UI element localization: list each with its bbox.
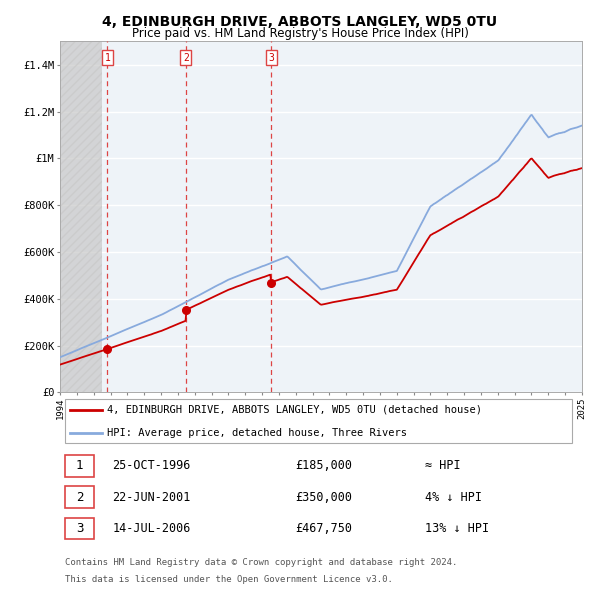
Text: 4% ↓ HPI: 4% ↓ HPI xyxy=(425,490,482,504)
Text: 14-JUL-2006: 14-JUL-2006 xyxy=(112,522,191,535)
Text: 4, EDINBURGH DRIVE, ABBOTS LANGLEY, WD5 0TU (detached house): 4, EDINBURGH DRIVE, ABBOTS LANGLEY, WD5 … xyxy=(107,405,482,415)
Text: 1: 1 xyxy=(104,53,110,63)
Text: 25-OCT-1996: 25-OCT-1996 xyxy=(112,460,191,473)
Text: ≈ HPI: ≈ HPI xyxy=(425,460,461,473)
FancyBboxPatch shape xyxy=(65,486,94,508)
Text: £185,000: £185,000 xyxy=(295,460,352,473)
Bar xyxy=(60,41,102,392)
Bar xyxy=(60,41,102,392)
Text: HPI: Average price, detached house, Three Rivers: HPI: Average price, detached house, Thre… xyxy=(107,428,407,438)
Text: 4, EDINBURGH DRIVE, ABBOTS LANGLEY, WD5 0TU: 4, EDINBURGH DRIVE, ABBOTS LANGLEY, WD5 … xyxy=(103,15,497,29)
FancyBboxPatch shape xyxy=(65,399,572,443)
Text: Price paid vs. HM Land Registry's House Price Index (HPI): Price paid vs. HM Land Registry's House … xyxy=(131,27,469,40)
Text: 3: 3 xyxy=(76,522,83,535)
Text: 3: 3 xyxy=(268,53,274,63)
Text: Contains HM Land Registry data © Crown copyright and database right 2024.: Contains HM Land Registry data © Crown c… xyxy=(65,558,458,566)
Text: This data is licensed under the Open Government Licence v3.0.: This data is licensed under the Open Gov… xyxy=(65,575,393,584)
Text: £350,000: £350,000 xyxy=(295,490,352,504)
Text: 2: 2 xyxy=(183,53,189,63)
Text: 13% ↓ HPI: 13% ↓ HPI xyxy=(425,522,490,535)
Text: 1: 1 xyxy=(76,460,83,473)
FancyBboxPatch shape xyxy=(65,455,94,477)
Text: £467,750: £467,750 xyxy=(295,522,352,535)
FancyBboxPatch shape xyxy=(65,517,94,539)
Text: 2: 2 xyxy=(76,490,83,504)
Text: 22-JUN-2001: 22-JUN-2001 xyxy=(112,490,191,504)
